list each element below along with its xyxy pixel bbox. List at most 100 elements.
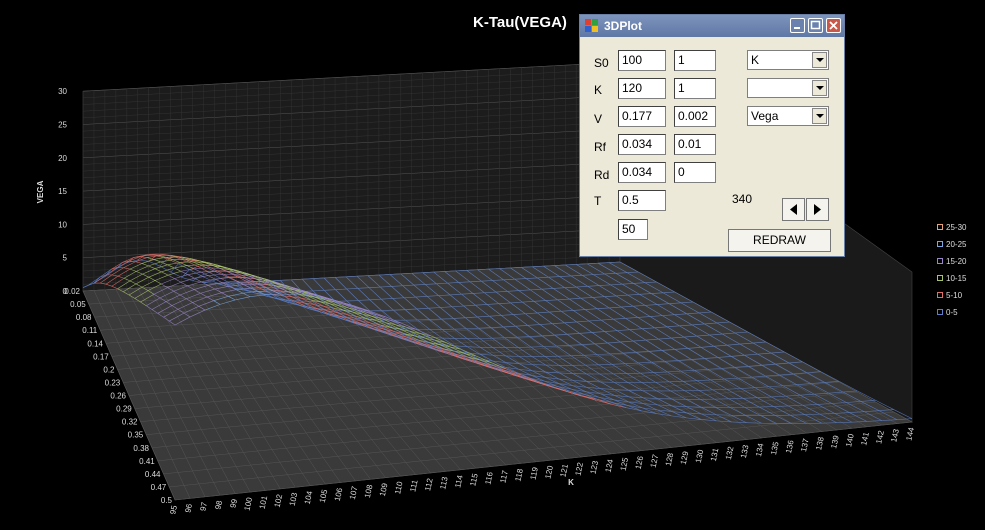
surface-line [591, 332, 608, 344]
wall-gridline [82, 208, 621, 238]
dropdown-button[interactable] [812, 52, 827, 68]
surface-line [343, 303, 358, 311]
surface-line [600, 381, 615, 390]
surface-line [331, 315, 343, 320]
surface-line [393, 309, 406, 321]
minimize-button[interactable] [790, 18, 805, 33]
s0-input[interactable]: 100 [618, 50, 666, 71]
surface-line [400, 329, 415, 337]
surface-line [366, 312, 377, 315]
surface-line [554, 334, 570, 346]
surface-line [140, 293, 155, 303]
surface-line [525, 278, 542, 290]
dropdown-button[interactable] [812, 108, 827, 124]
rd-step-input[interactable]: 0 [674, 162, 716, 183]
surface-line [775, 363, 794, 375]
surface-line [679, 324, 693, 327]
maximize-icon [810, 20, 821, 30]
surface-line [229, 268, 239, 272]
v-step-input[interactable]: 0.002 [674, 106, 716, 127]
surface-line [642, 390, 658, 399]
surface-line [724, 377, 739, 380]
x-axis-select[interactable]: K [747, 50, 829, 70]
surface-line [633, 283, 652, 294]
legend-label: 15-20 [946, 256, 967, 266]
surface-line [667, 370, 681, 373]
s0-step-input[interactable]: 1 [674, 50, 716, 71]
surface-line [802, 361, 821, 372]
surface-line [123, 291, 130, 296]
surface-line [278, 283, 287, 288]
surface-line [179, 294, 187, 300]
surface-line [488, 268, 500, 270]
surface-line [504, 336, 518, 339]
surface-line [529, 336, 545, 347]
surface-line [537, 311, 550, 314]
surface-line [373, 326, 384, 330]
surface-line [228, 292, 244, 297]
surface-line [250, 280, 258, 285]
surface-line [323, 301, 335, 311]
surface-line [785, 394, 801, 397]
surface-line [393, 319, 406, 329]
v-input[interactable]: 0.177 [618, 106, 666, 127]
surface-line [726, 343, 741, 346]
surface-line [250, 274, 260, 278]
surface-line [354, 323, 366, 327]
rf-step-input[interactable]: 0.01 [674, 134, 716, 155]
surface-line [576, 286, 588, 288]
k-step-input[interactable]: 1 [674, 78, 716, 99]
surface-line [264, 281, 273, 286]
rd-input[interactable]: 0.034 [618, 162, 666, 183]
k-input[interactable]: 120 [618, 78, 666, 99]
rotate-right-button[interactable] [806, 198, 829, 221]
close-button[interactable] [826, 18, 841, 33]
surface-line [680, 369, 695, 372]
surface-line [105, 267, 118, 276]
k-tick-label: 126 [634, 455, 646, 470]
t-input[interactable]: 0.5 [618, 190, 666, 211]
greek-select-value: Vega [751, 109, 779, 123]
surface-line [428, 342, 444, 349]
surface-line [642, 407, 658, 411]
surface-line [100, 274, 113, 284]
redraw-button[interactable]: REDRAW [728, 229, 831, 252]
surface-line [413, 284, 428, 297]
surface-line [651, 361, 665, 363]
maximize-button[interactable] [808, 18, 823, 33]
surface-line [625, 362, 639, 364]
surface-line [484, 291, 496, 294]
surface-line [541, 383, 554, 388]
y-axis-select[interactable] [747, 78, 829, 98]
surface-line [126, 257, 134, 264]
surface-line [417, 319, 431, 330]
surface-line [638, 271, 657, 283]
surface-line [531, 356, 546, 366]
surface-line [656, 281, 675, 293]
rotate-left-button[interactable] [782, 198, 805, 221]
surface-line [658, 337, 672, 340]
surface-line [229, 276, 242, 284]
dialog-titlebar[interactable]: 3DPlot [580, 15, 844, 37]
legend-swatch [937, 275, 943, 281]
surface-line [585, 391, 600, 398]
chevron-down-icon [816, 114, 824, 118]
surface-line [235, 296, 251, 301]
points-input[interactable]: 50 [618, 219, 648, 240]
surface-line [163, 316, 170, 322]
surface-line [514, 278, 527, 280]
surface-line [687, 348, 705, 359]
k-tick-label: 113 [438, 475, 450, 490]
dropdown-button[interactable] [812, 80, 827, 96]
surface-line [686, 406, 702, 408]
surface-line [99, 274, 107, 278]
rf-input[interactable]: 0.034 [618, 134, 666, 155]
surface-line [189, 258, 198, 261]
surface-line [571, 388, 587, 392]
greek-select[interactable]: Vega [747, 106, 829, 126]
surface-line [504, 337, 519, 348]
surface-line [642, 327, 655, 330]
surface-line [568, 391, 582, 397]
surface-line [613, 318, 626, 320]
surface-line [279, 287, 295, 291]
